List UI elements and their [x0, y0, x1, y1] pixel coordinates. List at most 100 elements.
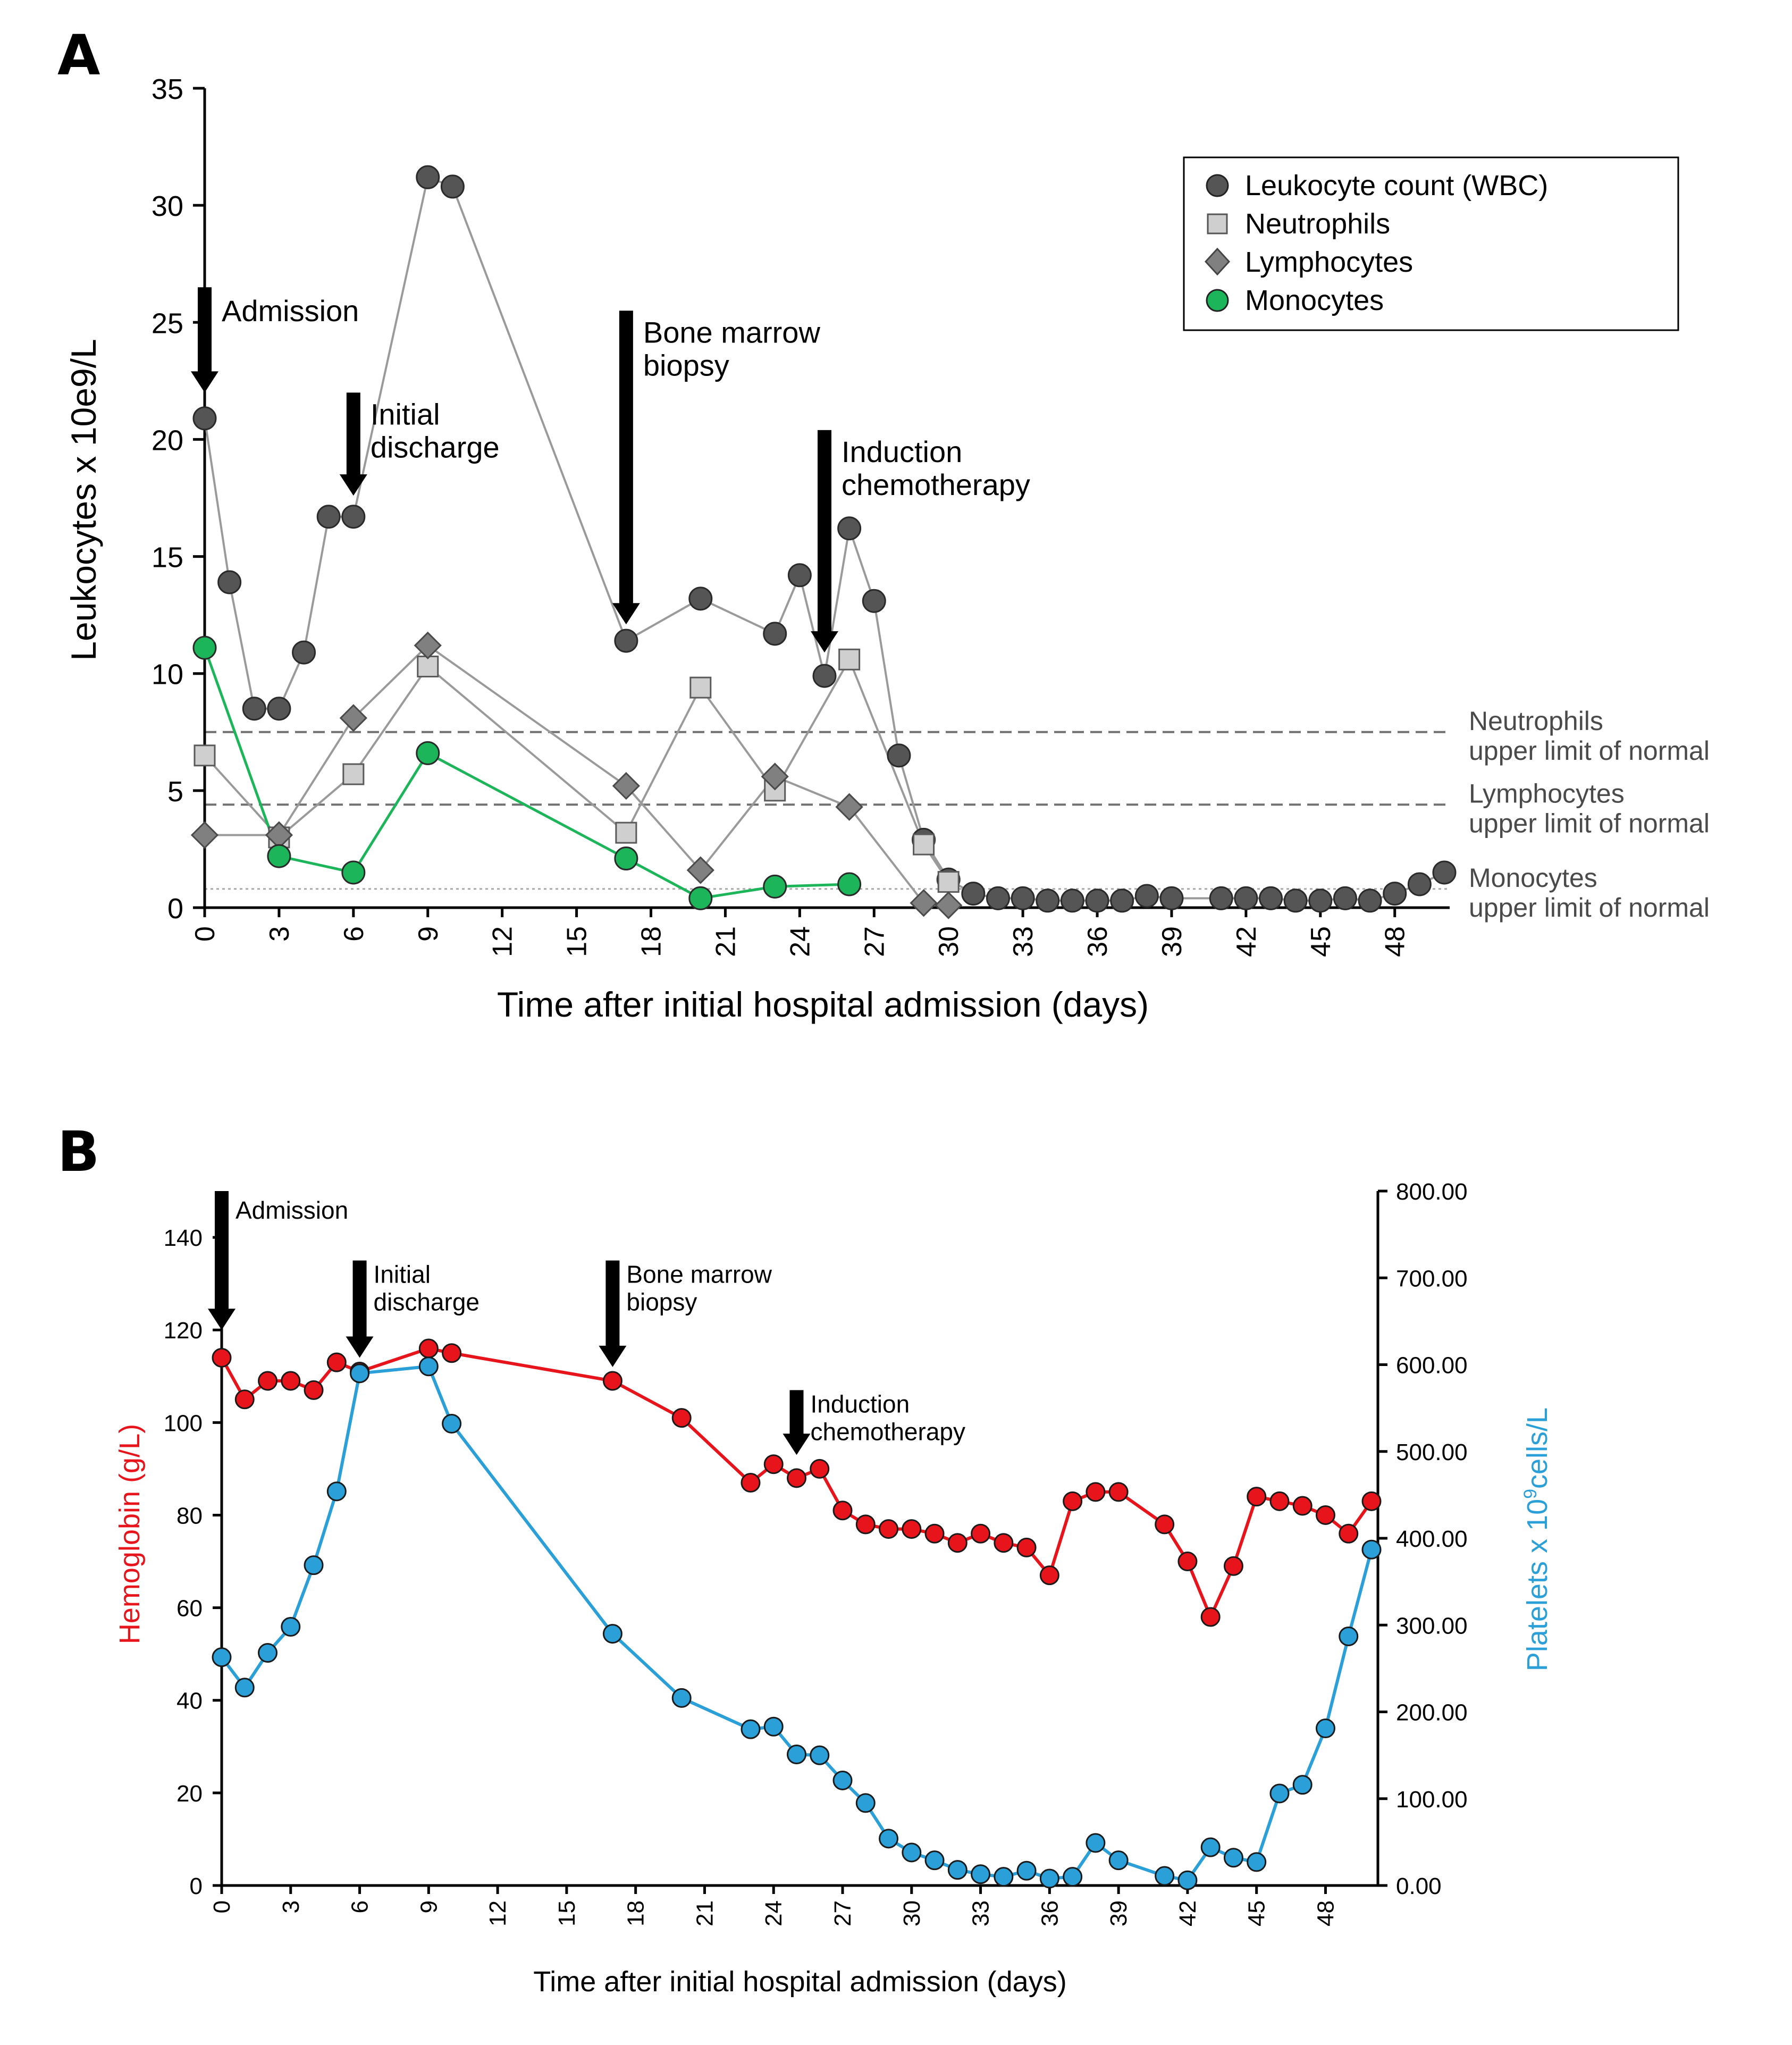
panel-b-x-tick-label: 36 [1037, 1900, 1063, 1926]
neutrophils-point [615, 822, 637, 844]
panel-b-left-y-tick-label: 0 [190, 1873, 203, 1899]
platelets-point [1108, 1850, 1129, 1871]
hemoglobin-point [879, 1519, 899, 1539]
lymphocytes-point [935, 891, 963, 919]
platelets-point [1292, 1775, 1313, 1795]
panel-b-annotation-initial-line2: discharge [374, 1288, 479, 1316]
monocytes-point [341, 860, 366, 885]
panel-b-right-y-tick-label: 600.00 [1396, 1353, 1468, 1379]
lymphocytes-point [339, 704, 367, 732]
leukocyte-count-point [887, 743, 911, 768]
panel-a-arrow-bone-marrow [612, 311, 640, 625]
panel-b-annotation-bone-marrow-line2: biopsy [626, 1288, 697, 1316]
panel-b-right-y-axis-title-main: Platelets x 10 [1521, 1499, 1553, 1671]
panel-a-arrow-bone-marrow-shaft [619, 311, 633, 604]
hemoglobin-point [741, 1473, 761, 1493]
panel-a-arrow-admission [191, 287, 218, 393]
platelets-point [947, 1860, 967, 1880]
hemoglobin-point [924, 1523, 945, 1544]
panel-a-annotation-admission: Admission [222, 294, 359, 328]
hemoglobin-point [418, 1338, 439, 1359]
hemoglobin-point [1247, 1487, 1267, 1507]
panel-b-left-y-tick-label: 120 [164, 1318, 203, 1344]
panel-b-annotation-bone-marrow-line1: Bone marrow [626, 1261, 772, 1288]
leukocyte-count-point [440, 174, 465, 199]
reference-sublabel-neutrophils: upper limit of normal [1469, 736, 1710, 766]
lymphocytes-point [835, 793, 863, 821]
panel-a-x-tick-label: 3 [264, 926, 295, 942]
panel-a-x-tick-label: 42 [1231, 926, 1262, 957]
hemoglobin-point [1039, 1565, 1059, 1586]
panel-b-x-tick-label: 48 [1313, 1900, 1339, 1926]
lymphocytes-point [414, 631, 442, 660]
panel-b-annotation-induction-line2: chemotherapy [811, 1418, 966, 1445]
hemoglobin-point [1269, 1491, 1290, 1511]
reference-label-monocytes: Monocytes [1469, 863, 1597, 893]
panel-b-x-tick-label: 24 [761, 1900, 787, 1926]
neutrophils-point [193, 744, 216, 767]
hemoglobin-point [1315, 1505, 1335, 1525]
panel-b-letter: B [57, 1119, 99, 1184]
hemoglobin-point [787, 1468, 806, 1488]
leukocyte-count-point [1011, 886, 1035, 910]
hemoglobin-point [442, 1343, 462, 1363]
hemoglobin-point [763, 1454, 784, 1474]
panel-a-x-tick-label: 27 [859, 926, 890, 957]
neutrophils-point [764, 780, 786, 802]
panel-a-annotation-initial-line2: discharge [371, 430, 500, 464]
leukocyte-count-point [688, 586, 713, 611]
panel-a-x-tick-label: 0 [190, 926, 221, 942]
panel-b-x-tick-label: 15 [554, 1900, 580, 1926]
leukocyte-count-point [862, 589, 886, 613]
panel-a-x-tick-label: 15 [562, 926, 593, 957]
hemoglobin-point [671, 1408, 692, 1428]
platelets-point [1063, 1867, 1083, 1887]
panel-b-arrow-initial [346, 1260, 374, 1358]
hemoglobin-point [258, 1371, 278, 1391]
platelets-point [418, 1356, 439, 1377]
panel-b-x-tick-label: 6 [347, 1900, 373, 1913]
panel-b-right-y-tick-label: 800.00 [1396, 1179, 1468, 1205]
hemoglobin-point [304, 1380, 324, 1400]
panel-b-right-y-ticks: 0.00 100.00 200.00 300.00 400.00 500.00 600.00… [1378, 1179, 1468, 1899]
lymphocytes-point [761, 762, 789, 791]
platelets-point [1247, 1852, 1267, 1872]
leukocyte-count-point [1134, 884, 1159, 908]
leukocyte-count-point [1432, 860, 1457, 885]
legend-wbc-circle-marker [1206, 174, 1229, 197]
panel-a-letter: A [57, 23, 100, 88]
panel-b-arrow-initial-head [346, 1336, 374, 1358]
platelets-point [1223, 1848, 1243, 1868]
panel-a-arrow-initial [339, 392, 367, 496]
panel-b-left-y-tick-label: 20 [176, 1781, 203, 1807]
panel-b-right-y-axis-title-suffix: cells/L [1521, 1407, 1553, 1489]
hemoglobin-point [1155, 1514, 1175, 1535]
lymphocytes-line [205, 644, 949, 907]
platelets-point [1177, 1870, 1198, 1890]
leukocyte-count-point [1234, 886, 1258, 910]
hemoglobin-point [971, 1523, 991, 1544]
hemoglobin-point [1108, 1482, 1129, 1502]
leukocyte-count-point [1085, 889, 1109, 913]
panel-b-x-tick-label: 3 [278, 1900, 304, 1913]
platelets-point [855, 1793, 876, 1813]
panel-b-arrow-bone-marrow-head [599, 1345, 627, 1367]
hemoglobin-point [602, 1371, 622, 1391]
platelets-point [1155, 1866, 1175, 1886]
panel-b-right-y-tick-label: 300.00 [1396, 1613, 1468, 1639]
lymphocytes-point [190, 821, 219, 849]
panel-b-arrow-bone-marrow-shaft [605, 1260, 620, 1346]
panel-a-annotation-initial-line1: Initial [371, 397, 440, 431]
hemoglobin-point [1223, 1556, 1243, 1576]
neutrophils-line [204, 657, 949, 883]
panel-b-x-tick-label: 12 [485, 1900, 511, 1926]
panel-a-x-tick-label: 24 [785, 926, 815, 957]
platelets-point [924, 1850, 945, 1871]
panel-b-right-y-axis-title: Platelets x 109cells/L [1520, 1407, 1553, 1671]
leukocyte-count-point [242, 697, 266, 721]
platelets-point [1269, 1783, 1290, 1804]
panel-a-arrow-initial-head [339, 474, 367, 496]
panel-b-left-y-tick-label: 140 [164, 1225, 203, 1251]
leukocyte-count-point [292, 640, 316, 665]
